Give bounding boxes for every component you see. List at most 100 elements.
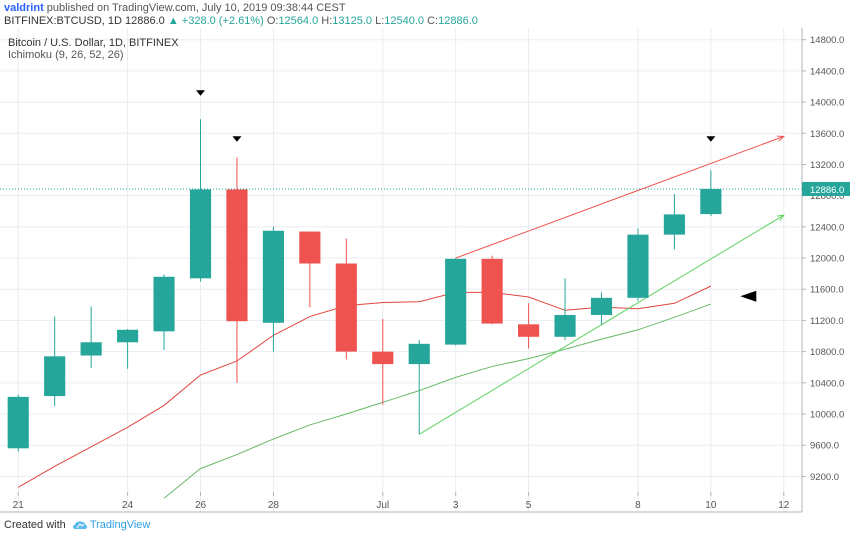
left-triangle-marker (740, 290, 757, 302)
x-tick-label: 12 (778, 500, 790, 511)
indicator-lines (0, 135, 802, 499)
low-label: L: (375, 15, 385, 27)
y-axis-panel (802, 28, 850, 516)
footer: Created with TradingView (4, 519, 150, 531)
y-tick-label: 12800.0 (810, 191, 844, 202)
chart-header: valdrint published on TradingView.com, J… (0, 0, 850, 28)
x-tick-label: 5 (526, 500, 532, 511)
y-tick-label: 11600.0 (810, 285, 844, 296)
publish-info: valdrint published on TradingView.com, J… (4, 2, 346, 14)
candle (44, 316, 66, 407)
y-tick-label: 14000.0 (810, 98, 844, 109)
candle (299, 231, 321, 308)
candle-body (590, 297, 613, 315)
low-value: 12540.0 (384, 15, 425, 27)
candles (7, 119, 722, 452)
candle-body (445, 258, 467, 345)
y-tick-label: 10400.0 (810, 378, 844, 389)
candle (663, 194, 685, 250)
last-price-tag-label: 12886.0 (810, 185, 844, 196)
y-tick-label: 13200.0 (810, 160, 844, 171)
candle-body (189, 189, 212, 279)
candle-body (663, 214, 685, 235)
candle-body (299, 231, 321, 264)
trend-line-arrowhead (776, 214, 785, 222)
x-tick-label: 10 (705, 500, 717, 511)
candle-body (518, 324, 540, 337)
candle-body (262, 230, 284, 323)
author-link[interactable]: valdrint (4, 2, 44, 14)
tradingview-brand[interactable]: TradingView (89, 519, 151, 531)
down-triangle-marker (706, 136, 716, 142)
candle-body (80, 342, 102, 356)
candle-body (700, 188, 722, 215)
x-tick-label: 3 (453, 500, 459, 511)
last-price-tag (802, 181, 850, 196)
candle (262, 226, 284, 352)
candle (518, 303, 540, 349)
y-tick-label: 14400.0 (810, 66, 844, 77)
high-value: 13125.0 (332, 15, 373, 27)
tradingview-logo-icon (72, 520, 87, 529)
candle (445, 258, 467, 346)
high-label: H: (321, 15, 333, 27)
candle-body (554, 314, 576, 337)
candle (335, 238, 357, 360)
indicator-legend: Ichimoku (9, 26, 52, 26) (8, 49, 124, 61)
last-price: 12886.0 (125, 15, 165, 27)
symbol-label: BITFINEX:BTCUSD, 1D (4, 15, 122, 27)
candle (117, 329, 139, 369)
candle-body (44, 356, 66, 397)
y-tick-label: 12000.0 (810, 254, 844, 265)
down-triangle-marker (232, 136, 242, 142)
trend-line-lower-support (418, 214, 785, 435)
y-tick-label: 9200.0 (810, 472, 839, 483)
candle-body (226, 189, 248, 322)
candle (80, 306, 102, 369)
x-tick-label: Jul (376, 500, 389, 511)
y-tick-label: 12400.0 (810, 222, 844, 233)
ohlc-summary: BITFINEX:BTCUSD, 1D 12886.0 ▲ +328.0 (+2… (4, 15, 478, 27)
candle-body (117, 329, 139, 343)
open-value: 12564.0 (278, 15, 319, 27)
candle (7, 394, 29, 452)
x-tick-label: 8 (635, 500, 641, 511)
chart-title: Bitcoin / U.S. Dollar, 1D, BITFINEX (8, 37, 179, 49)
close-value: 12886.0 (438, 15, 478, 27)
y-tick-label: 13600.0 (810, 129, 844, 140)
y-tick-label: 10000.0 (810, 410, 844, 421)
open-label: O: (266, 15, 279, 27)
candle-body (408, 343, 430, 365)
candle (627, 228, 649, 301)
price-chart[interactable]: 9200.0 9600.0 10000.0 10400.0 10800.0 11200.0… (0, 28, 850, 516)
trend-line-arrowhead (776, 135, 785, 142)
price-change: ▲ +328.0 (+2.61%) (167, 15, 264, 27)
y-tick-label: 14800.0 (810, 35, 844, 46)
plot-background (0, 28, 802, 512)
publish-text: published on TradingView.com, July 10, 2… (46, 2, 346, 14)
candle (226, 157, 248, 383)
candle (590, 292, 613, 325)
x-tick-label: 24 (122, 500, 134, 511)
candle-body (7, 396, 29, 449)
candle (481, 255, 503, 325)
candle-body (627, 234, 649, 298)
x-tick-label: 28 (268, 500, 280, 511)
candle-body (335, 263, 357, 352)
candle (153, 274, 175, 351)
candle-body (153, 276, 175, 332)
candle (408, 339, 430, 435)
chart-markers (196, 90, 757, 302)
y-tick-label: 9600.0 (810, 441, 839, 452)
candle (372, 318, 394, 405)
close-label: C: (427, 15, 439, 27)
trend-line-upper-resistance (455, 135, 784, 259)
candle (189, 119, 212, 282)
created-with-text: Created with (4, 519, 66, 531)
x-tick-label: 21 (13, 500, 25, 511)
candle (700, 170, 722, 216)
x-tick-label: 26 (195, 500, 207, 511)
y-tick-label: 11200.0 (810, 316, 844, 327)
axes: 9200.0 9600.0 10000.0 10400.0 10800.0 11200.0… (0, 28, 850, 516)
candle (554, 278, 576, 340)
